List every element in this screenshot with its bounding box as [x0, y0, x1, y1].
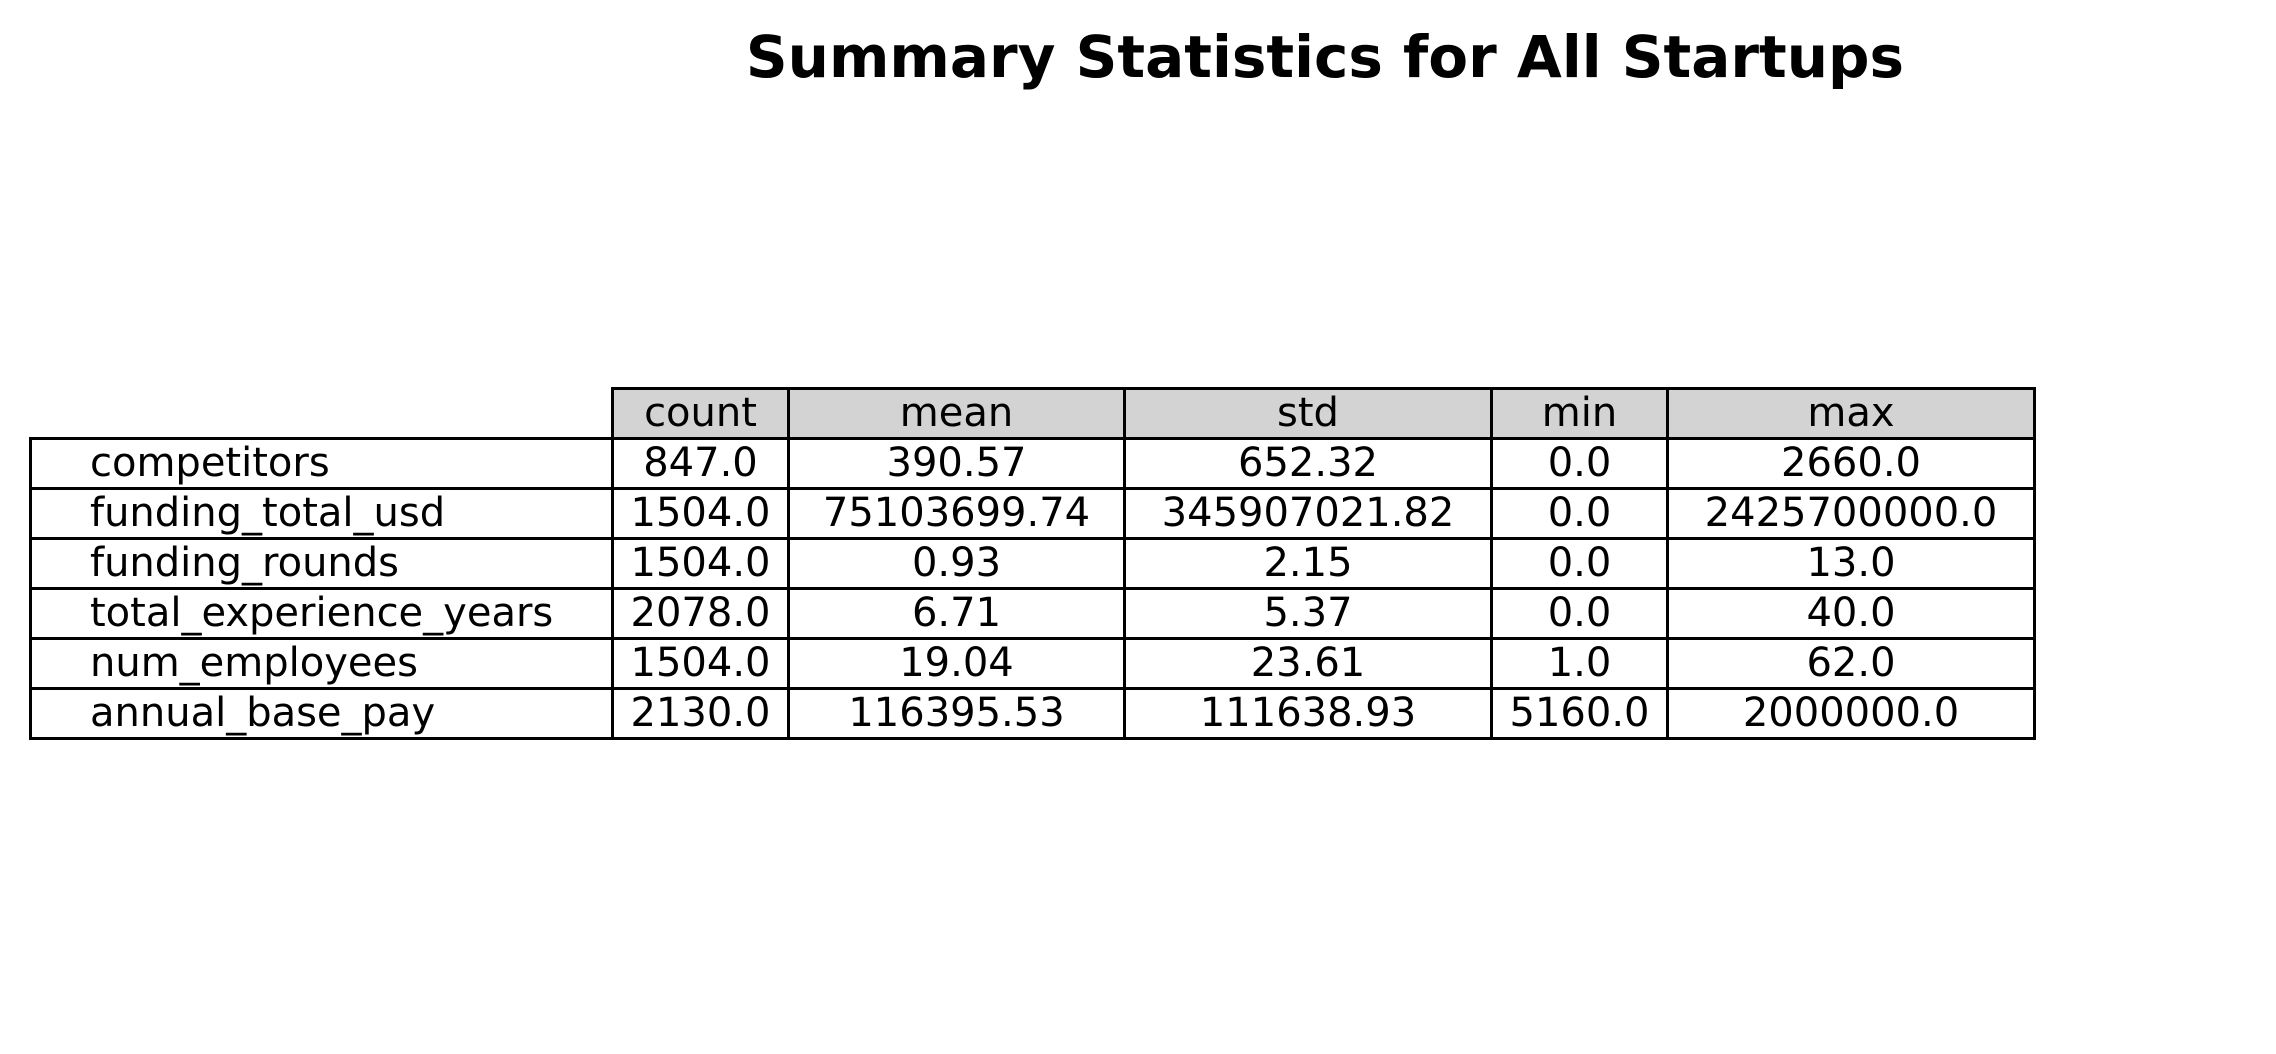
table-cell: 116395.53 [787, 687, 1126, 740]
row-header-cell: competitors [29, 437, 614, 490]
table-row: competitors 847.0 390.57 652.32 0.0 2660… [29, 437, 2036, 490]
table-cell: 2660.0 [1666, 437, 2036, 490]
row-header-cell: funding_total_usd [29, 487, 614, 540]
table-row: num_employees 1504.0 19.04 23.61 1.0 62.… [29, 637, 2036, 690]
table-row: funding_total_usd 1504.0 75103699.74 345… [29, 487, 2036, 540]
table-cell: 75103699.74 [787, 487, 1126, 540]
table-cell: 0.0 [1490, 437, 1669, 490]
column-header-mean: mean [787, 387, 1126, 440]
table-cell: 2130.0 [611, 687, 790, 740]
table-cell: 0.0 [1490, 587, 1669, 640]
table-cell: 19.04 [787, 637, 1126, 690]
table-cell: 62.0 [1666, 637, 2036, 690]
row-header-cell: num_employees [29, 637, 614, 690]
table-cell: 5160.0 [1490, 687, 1669, 740]
column-header-count: count [611, 387, 790, 440]
column-header-max: max [1666, 387, 2036, 440]
table-cell: 0.93 [787, 537, 1126, 590]
table-cell: 111638.93 [1123, 687, 1493, 740]
table-cell: 0.0 [1490, 537, 1669, 590]
table-cell: 40.0 [1666, 587, 2036, 640]
table-cell: 1504.0 [611, 637, 790, 690]
row-header-cell: annual_base_pay [29, 687, 614, 740]
table-cell: 2078.0 [611, 587, 790, 640]
table-cell: 1.0 [1490, 637, 1669, 690]
table-cell: 2425700000.0 [1666, 487, 2036, 540]
table-cell: 6.71 [787, 587, 1126, 640]
table-cell: 1504.0 [611, 487, 790, 540]
summary-statistics-table: count mean std min max competitors 847.0… [29, 387, 2036, 740]
table-cell: 390.57 [787, 437, 1126, 490]
column-header-std: std [1123, 387, 1493, 440]
table-cell: 652.32 [1123, 437, 1493, 490]
row-header-cell: total_experience_years [29, 587, 614, 640]
table-cell: 345907021.82 [1123, 487, 1493, 540]
table-cell: 2000000.0 [1666, 687, 2036, 740]
table-row: total_experience_years 2078.0 6.71 5.37 … [29, 587, 2036, 640]
table-cell: 847.0 [611, 437, 790, 490]
table-cell: 0.0 [1490, 487, 1669, 540]
table-cell: 13.0 [1666, 537, 2036, 590]
table-cell: 5.37 [1123, 587, 1493, 640]
column-header-min: min [1490, 387, 1669, 440]
table-header-row: count mean std min max [31, 387, 2036, 440]
chart-title: Summary Statistics for All Startups [745, 23, 1905, 91]
table-cell: 2.15 [1123, 537, 1493, 590]
table-cell: 1504.0 [611, 537, 790, 590]
table-row: annual_base_pay 2130.0 116395.53 111638.… [29, 687, 2036, 740]
table-corner-cell [31, 389, 613, 439]
row-header-cell: funding_rounds [29, 537, 614, 590]
table-cell: 23.61 [1123, 637, 1493, 690]
table-row: funding_rounds 1504.0 0.93 2.15 0.0 13.0 [29, 537, 2036, 590]
